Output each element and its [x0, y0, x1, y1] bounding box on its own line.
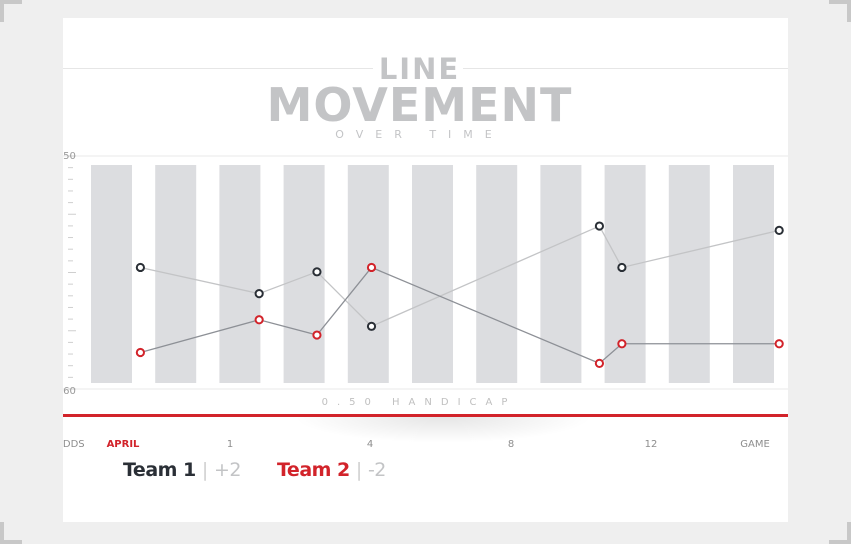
column-bands — [91, 165, 774, 383]
series-points — [135, 221, 784, 368]
data-point — [312, 267, 322, 277]
x-tick-label: ODDS — [63, 439, 85, 450]
column-band — [540, 165, 582, 383]
title-rule-left — [63, 68, 373, 69]
y-minor-ticks — [68, 155, 76, 390]
data-point — [135, 347, 145, 358]
axis-shadow — [293, 417, 593, 443]
data-point — [312, 330, 322, 340]
x-tick-label: 8 — [507, 439, 515, 450]
y-bottom-label: .60 — [63, 386, 76, 397]
data-point — [594, 221, 605, 231]
column-band — [604, 165, 646, 383]
axis-red-rule — [63, 414, 788, 417]
data-point — [254, 289, 264, 299]
team-1-name: Team 1 — [123, 459, 196, 481]
data-point — [774, 339, 784, 349]
title-line-2: MOVEMENT — [266, 78, 573, 132]
data-point — [594, 358, 605, 368]
x-tick-label: APRIL — [106, 439, 140, 450]
data-point — [366, 321, 377, 331]
x-caption: 0.50 HANDICAP — [322, 397, 517, 408]
line-movement-chart: .50 .60 0.50 HANDICAP — [63, 151, 788, 408]
column-band — [91, 165, 132, 383]
chart-card: LINE MOVEMENT OVER TIME .50 .60 0.50 HAN… — [63, 18, 788, 522]
team-2-odds: -2 — [367, 459, 386, 481]
x-tick-label: 4 — [366, 439, 374, 450]
data-point — [774, 225, 784, 235]
legend-team-1: Team 1 | +2 — [123, 458, 241, 482]
corner-bracket-top-left — [0, 0, 22, 22]
team-2-name: Team 2 — [277, 459, 350, 481]
team-1-separator: | — [201, 459, 208, 481]
column-band — [155, 165, 197, 383]
data-point — [135, 262, 145, 273]
column-band — [347, 165, 389, 383]
column-band — [219, 165, 261, 383]
title-line-1: LINE — [378, 52, 461, 86]
title-rule-right — [463, 68, 788, 69]
column-band — [412, 165, 453, 383]
column-band — [476, 165, 518, 383]
data-point — [254, 315, 264, 325]
x-tick-label: 12 — [644, 439, 658, 450]
column-band — [668, 165, 710, 383]
x-tick-label: 1 — [226, 439, 234, 450]
team-2-separator: | — [355, 459, 362, 481]
corner-bracket-bottom-left — [0, 522, 22, 544]
corner-bracket-top-right — [829, 0, 851, 22]
legend-team-2: Team 2 | -2 — [277, 458, 386, 482]
column-band — [733, 165, 774, 383]
y-top-label: .50 — [63, 151, 76, 162]
data-point — [617, 262, 627, 273]
data-point — [366, 262, 377, 273]
title-subtitle: OVER TIME — [335, 128, 504, 141]
data-point — [617, 339, 627, 349]
corner-bracket-bottom-right — [829, 522, 851, 544]
team-1-odds: +2 — [213, 459, 242, 481]
x-tick-label: GAME — [740, 439, 770, 450]
